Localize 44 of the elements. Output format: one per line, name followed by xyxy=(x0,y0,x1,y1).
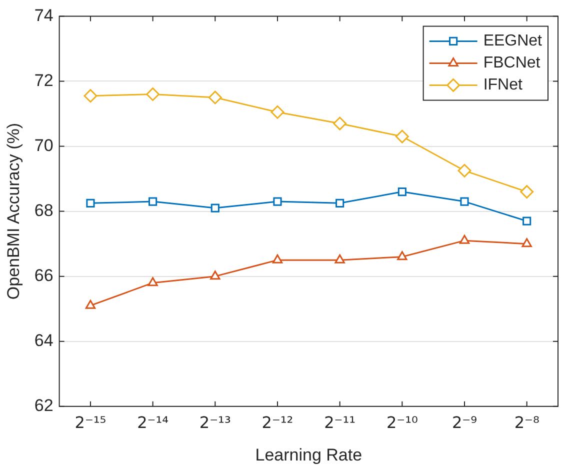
x-tick-label: 2⁻¹⁴ xyxy=(137,413,169,432)
x-tick-label: 2⁻⁸ xyxy=(514,413,540,432)
point xyxy=(459,234,470,244)
y-tick-label: 68 xyxy=(34,200,54,220)
point xyxy=(146,87,160,101)
x-tick-label: 2⁻¹³ xyxy=(199,413,231,432)
point xyxy=(334,254,345,264)
point xyxy=(85,300,96,309)
point xyxy=(460,197,469,206)
point xyxy=(272,254,283,264)
point xyxy=(273,197,282,206)
y-tick-label: 72 xyxy=(34,70,54,90)
point xyxy=(148,277,158,286)
legend-label: FBCNet xyxy=(483,54,541,72)
point xyxy=(398,188,406,196)
point xyxy=(84,89,98,103)
point xyxy=(208,90,222,104)
y-axis-title: OpenBMI Accuracy (%) xyxy=(4,122,23,300)
point xyxy=(86,198,95,208)
y-tick-label: 64 xyxy=(34,331,54,350)
point xyxy=(148,197,158,206)
point xyxy=(210,204,220,212)
point xyxy=(395,130,409,144)
legend-label: IFNet xyxy=(483,76,523,94)
x-tick-label: 2⁻¹⁵ xyxy=(74,413,106,432)
point xyxy=(522,238,532,248)
x-tick-label: 2⁻¹¹ xyxy=(324,413,356,432)
x-tick-label: 2⁻¹² xyxy=(262,413,294,432)
point xyxy=(333,116,347,130)
legend-label: EEGNet xyxy=(483,32,543,50)
point xyxy=(520,185,534,199)
point xyxy=(270,105,284,119)
y-tick-label: 74 xyxy=(34,6,54,25)
x-tick-label: 2⁻⁹ xyxy=(452,413,478,432)
x-axis-title: Learning Rate xyxy=(255,445,362,464)
point xyxy=(522,216,532,226)
point xyxy=(210,270,220,280)
x-tick-label: 2⁻¹⁰ xyxy=(386,413,418,432)
point xyxy=(397,251,408,260)
point xyxy=(458,164,472,178)
y-tick-label: 70 xyxy=(34,136,54,155)
y-tick-label: 66 xyxy=(34,266,54,286)
point xyxy=(336,198,344,208)
y-tick-label: 62 xyxy=(34,396,54,416)
